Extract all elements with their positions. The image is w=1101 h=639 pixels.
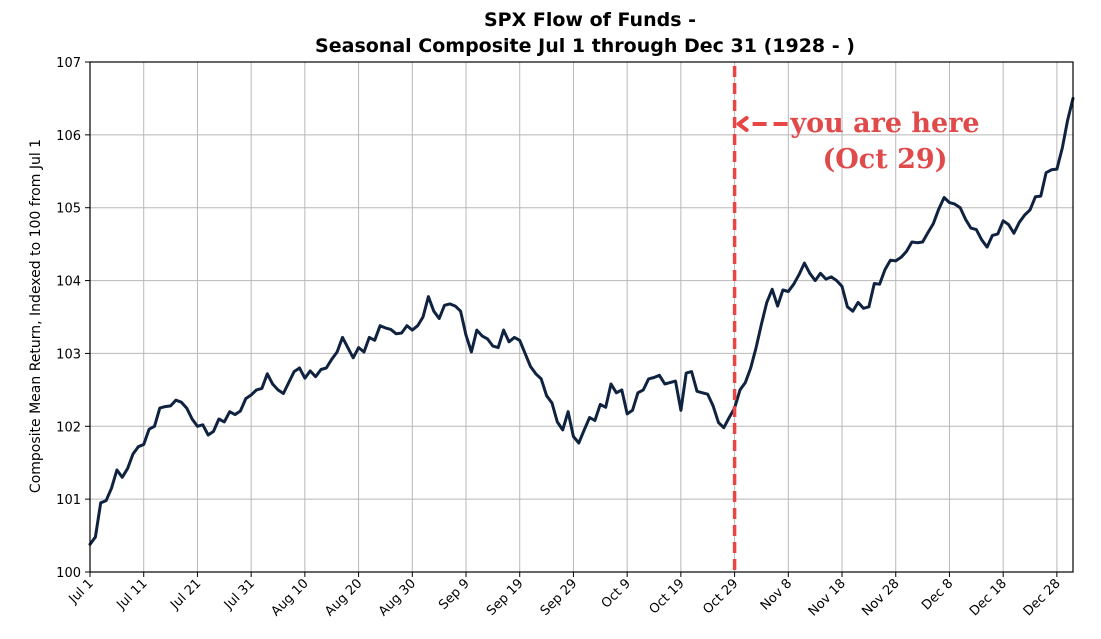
x-tick-label: Jul 11 bbox=[114, 576, 151, 613]
y-tick-label: 100 bbox=[56, 566, 81, 581]
x-tick-label: Jul 21 bbox=[167, 576, 204, 613]
series-line bbox=[88, 96, 1075, 546]
x-tick-label: Nov 8 bbox=[758, 576, 795, 613]
x-tick-label: Dec 8 bbox=[919, 576, 956, 613]
x-tick-label: Dec 28 bbox=[1021, 576, 1064, 619]
x-tick-label: Nov 18 bbox=[806, 576, 849, 619]
annotation-text: you are here bbox=[789, 108, 979, 139]
x-tick-label: Aug 20 bbox=[322, 576, 365, 619]
y-tick-label: 106 bbox=[56, 129, 81, 144]
x-tick-label: Nov 28 bbox=[859, 576, 902, 619]
y-tick-label: 104 bbox=[56, 275, 81, 290]
x-tick-label: Jul 31 bbox=[221, 576, 258, 613]
x-tick-label: Sep 19 bbox=[484, 576, 527, 619]
chart-title: SPX Flow of Funds - bbox=[484, 9, 696, 31]
y-tick-label: 103 bbox=[56, 347, 81, 362]
x-tick-label: Sep 29 bbox=[538, 576, 581, 619]
y-tick-label: 105 bbox=[56, 202, 81, 217]
chart-subtitle: Seasonal Composite Jul 1 through Dec 31 … bbox=[315, 35, 855, 57]
annotation-arrow-head bbox=[736, 116, 749, 132]
x-tick-label: Oct 19 bbox=[647, 576, 688, 617]
grid bbox=[89, 61, 1073, 573]
x-tick-label: Oct 29 bbox=[700, 576, 741, 617]
y-tick-label: 102 bbox=[56, 420, 81, 435]
y-tick-label: 101 bbox=[56, 493, 81, 508]
y-axis-label: Composite Mean Return, Indexed to 100 fr… bbox=[28, 139, 44, 493]
x-tick-label: Aug 10 bbox=[269, 576, 312, 619]
x-tick-label: Sep 9 bbox=[436, 576, 473, 613]
y-axis: 100 101 102 103 104 105 106 107 bbox=[56, 56, 90, 581]
y-tick-label: 107 bbox=[56, 56, 81, 71]
plot-frame bbox=[89, 61, 1074, 573]
annotation-date: (Oct 29) bbox=[823, 144, 948, 175]
x-tick-label: Oct 9 bbox=[599, 576, 634, 611]
x-axis: Jul 1 Jul 11 Jul 21 Jul 31 Aug 10 Aug 20 Aug 3… bbox=[66, 572, 1064, 619]
x-tick-label: Aug 30 bbox=[376, 576, 419, 619]
x-tick-label: Dec 18 bbox=[967, 576, 1010, 619]
